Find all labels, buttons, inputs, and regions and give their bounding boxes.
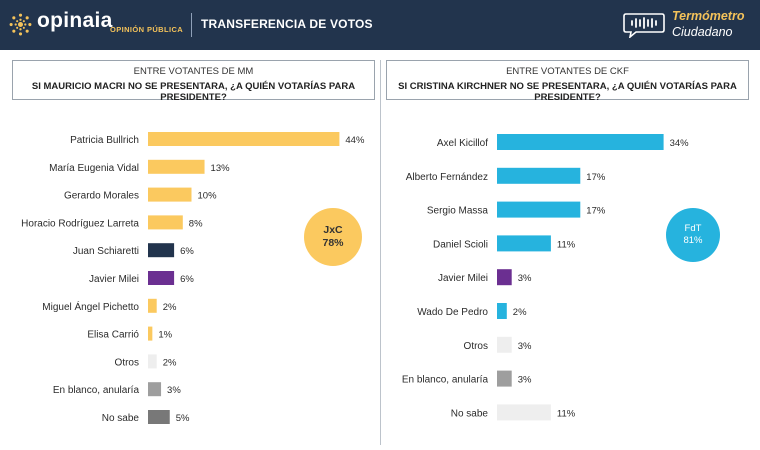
right-chart-subtitle: SI CRISTINA KIRCHNER NO SE PRESENTARA, ¿… [398,81,737,103]
right-value-label: 3% [518,341,532,352]
fdt-total-badge: FdT 81% [666,208,720,262]
fdt-badge-value: 81% [683,235,703,246]
right-category-label: Javier Milei [438,273,488,284]
left-category-label: Otros [115,357,139,368]
left-bar [148,354,157,369]
left-bar-chart: Patricia Bullrich 44% María Eugenia Vidal 1… [21,132,365,424]
left-value-label: 2% [163,357,177,368]
left-chart-title: ENTRE VOTANTES DE MM [133,66,254,77]
right-category-label: Alberto Fernández [406,172,488,183]
left-bar [148,215,183,230]
left-bar [148,243,175,258]
jxc-total-badge: JxC 78% [304,208,362,266]
left-value-label: 6% [180,274,194,285]
left-value-label: 1% [158,330,172,341]
page-title: TRANSFERENCIA DE VOTOS [201,17,373,31]
right-bar [497,167,581,184]
right-value-label: 34% [670,138,690,149]
left-bar [148,132,340,146]
product-name-line1: Termómetro [672,9,745,23]
left-category-label: Gerardo Morales [64,191,139,202]
jxc-badge-label: JxC [323,224,343,236]
left-bar [148,326,153,341]
fdt-badge-label: FdT [684,223,702,234]
left-bar [148,187,192,202]
right-category-label: Wado De Pedro [417,307,488,318]
right-category-label: Sergio Massa [427,206,489,217]
left-chart-subtitle: SI MAURICIO MACRI NO SE PRESENTARA, ¿A Q… [31,81,356,103]
left-value-label: 2% [163,302,177,313]
jxc-badge-value: 78% [322,237,344,249]
right-value-label: 11% [557,239,576,250]
left-value-label: 3% [167,385,181,396]
left-bar [148,271,175,285]
right-value-label: 11% [557,408,576,419]
left-category-label: Patricia Bullrich [70,135,139,146]
right-bar [497,370,512,387]
left-value-label: 13% [211,163,231,174]
header-bar: opinaia OPINIÓN PÚBLICA TRANSFERENCIA DE… [0,0,760,50]
right-category-label: No sabe [451,408,489,419]
right-bar [497,201,581,218]
left-value-label: 8% [189,218,203,229]
right-bar [497,336,512,353]
right-category-label: Axel Kicillof [437,138,488,149]
brand-name: opinaia [37,9,113,32]
right-value-label: 2% [513,307,527,318]
right-bar [497,303,507,319]
right-chart-title: ENTRE VOTANTES DE CKF [506,66,629,77]
left-category-label: No sabe [102,413,140,424]
left-chart-header: ENTRE VOTANTES DE MM SI MAURICIO MACRI N… [12,60,375,103]
speech-bubble-waveform-icon [623,13,665,38]
left-category-label: Horacio Rodríguez Larreta [21,218,139,229]
right-bar [497,404,551,421]
brand-subtitle: OPINIÓN PÚBLICA [110,25,184,34]
right-value-label: 3% [518,273,532,284]
left-category-label: Juan Schiaretti [73,246,139,257]
right-value-label: 17% [586,206,606,217]
right-category-label: Daniel Scioli [433,239,488,250]
product-name-line2: Ciudadano [672,25,733,39]
header-separator [191,13,192,37]
left-bar [148,410,170,424]
right-chart-header: ENTRE VOTANTES DE CKF SI CRISTINA KIRCHN… [386,60,749,103]
left-category-label: Miguel Ángel Pichetto [42,300,139,313]
right-category-label: Otros [464,341,488,352]
left-bar [148,298,157,313]
sunburst-logo-icon [9,13,32,36]
left-value-label: 5% [176,413,190,424]
left-category-label: Javier Milei [89,274,139,285]
right-category-label: En blanco, anularía [402,375,489,386]
right-bar [497,235,551,252]
right-bar [497,269,512,286]
right-bar [497,134,664,150]
left-value-label: 6% [180,246,194,257]
left-category-label: Elisa Carrió [87,330,139,341]
panel-divider [380,60,381,445]
left-category-label: María Eugenia Vidal [49,163,139,174]
left-bar [148,159,205,174]
right-value-label: 17% [586,172,606,183]
left-value-label: 10% [198,191,218,202]
left-bar [148,382,162,397]
right-value-label: 3% [518,375,532,386]
left-value-label: 44% [345,135,365,146]
left-category-label: En blanco, anularía [53,385,140,396]
